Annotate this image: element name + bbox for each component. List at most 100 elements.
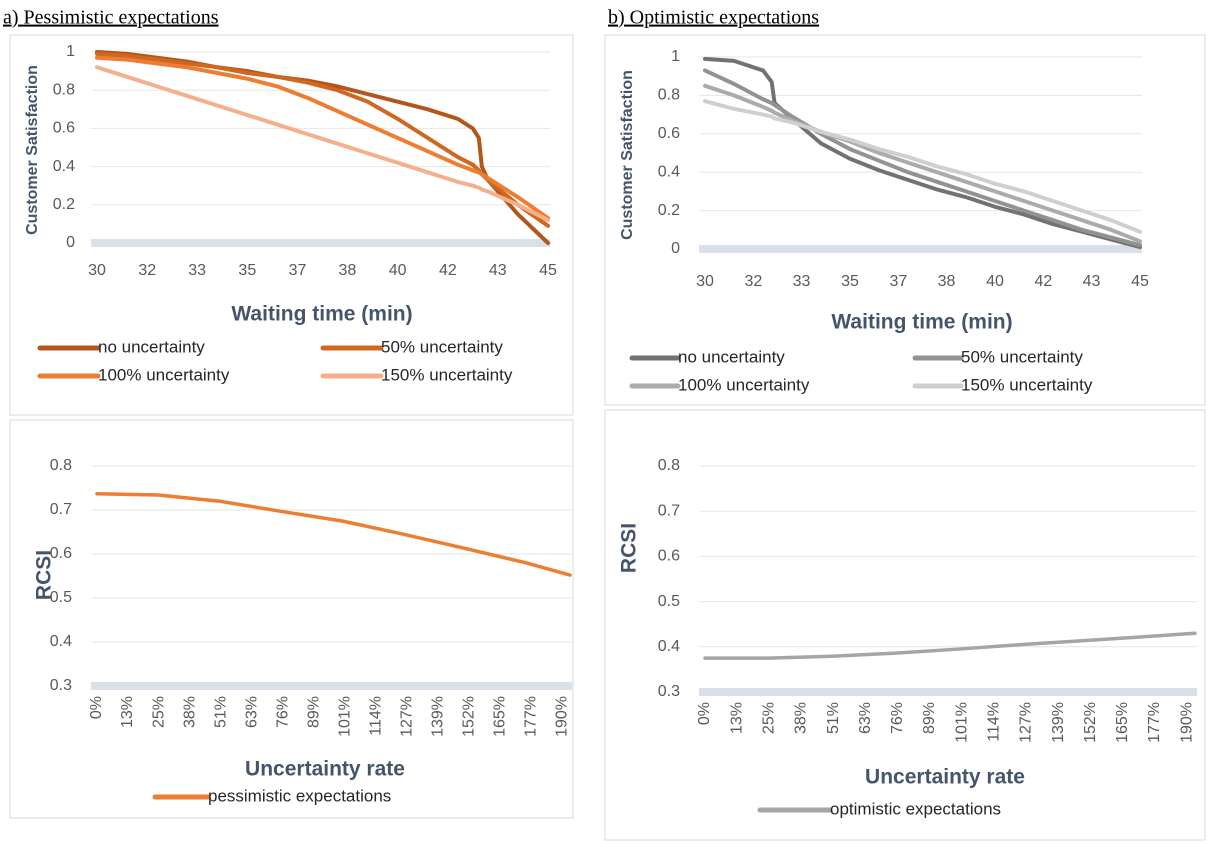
y-tick-label: 0.4 [53, 158, 75, 175]
x-tick-label: 38% [793, 702, 810, 734]
y-tick-label: 0.4 [658, 638, 680, 655]
y-tick-label: 0 [66, 234, 75, 251]
y-tick-label: 0.8 [658, 457, 680, 474]
x-tick-label: 37 [289, 262, 307, 279]
x-tick-label: 40 [986, 273, 1004, 290]
y-tick-label: 0 [671, 240, 680, 257]
legend-label: 50% uncertainty [961, 347, 1083, 366]
y-tick-label: 0.6 [658, 548, 680, 565]
series-line [95, 50, 550, 245]
y-tick-label: 0.4 [658, 163, 680, 180]
x-tick-label: 13% [728, 702, 745, 734]
x-tick-label: 177% [1146, 702, 1163, 743]
x-tick-label: 45 [1131, 273, 1149, 290]
y-tick-label: 0.8 [53, 81, 75, 98]
x-tick-label: 32 [745, 273, 763, 290]
x-tick-label: 0% [88, 696, 105, 719]
panel-frame [604, 409, 1206, 841]
y-axis-title: Customer Satisfaction [619, 70, 636, 240]
x-tick-label: 30 [88, 262, 106, 279]
y-tick-label: 0.7 [50, 501, 72, 518]
y-tick-label: 0.8 [50, 457, 72, 474]
legend-label: optimistic expectations [830, 799, 1001, 818]
x-axis-title: Uncertainty rate [865, 766, 1025, 789]
x-tick-label: 89% [305, 696, 322, 728]
x-tick-label: 13% [119, 696, 136, 728]
y-tick-label: 0.6 [658, 125, 680, 142]
legend-label: 150% uncertainty [381, 365, 513, 384]
x-tick-label: 76% [274, 696, 291, 728]
y-axis-title: RCSI [33, 550, 56, 600]
x-tick-label: 76% [889, 702, 906, 734]
y-tick-label: 1 [66, 43, 75, 60]
legend-label: pessimistic expectations [208, 786, 391, 805]
y-axis-title: Customer Satisfaction [24, 65, 41, 235]
x-axis-title: Uncertainty rate [245, 758, 405, 781]
x-tick-label: 30 [696, 273, 714, 290]
series-line [703, 68, 1142, 248]
y-tick-label: 0.5 [50, 589, 72, 606]
panel-frame [604, 34, 1206, 406]
series-line [95, 65, 550, 223]
x-tick-label: 190% [1178, 702, 1195, 743]
series-line [703, 56, 1142, 250]
x-tick-label: 32 [138, 262, 156, 279]
panel-title: a) Pessimistic expectations [3, 7, 219, 29]
x-tick-label: 127% [1018, 702, 1035, 743]
y-tick-label: 0.3 [658, 683, 680, 700]
x-tick-label: 38 [938, 273, 956, 290]
x-tick-label: 101% [336, 696, 353, 737]
x-tick-label: 114% [367, 696, 384, 736]
legend-label: no uncertainty [98, 337, 205, 356]
y-tick-label: 0.4 [50, 633, 72, 650]
x-tick-label: 89% [921, 702, 938, 734]
x-tick-label: 152% [1082, 702, 1099, 743]
y-tick-label: 0.7 [658, 502, 680, 519]
x-tick-label: 33 [793, 273, 811, 290]
y-tick-label: 0.5 [658, 593, 680, 610]
x-tick-label: 165% [1114, 702, 1131, 743]
series-line [703, 83, 1142, 244]
x-tick-label: 101% [953, 702, 970, 743]
x-tick-label: 33 [188, 262, 206, 279]
x-tick-label: 114% [985, 702, 1002, 742]
y-axis-title: RCSI [618, 523, 641, 573]
legend-label: 150% uncertainty [961, 375, 1093, 394]
x-axis-title: Waiting time (min) [831, 311, 1012, 334]
x-tick-label: 43 [1083, 273, 1101, 290]
x-tick-label: 139% [1050, 702, 1067, 743]
legend-label: 100% uncertainty [98, 365, 230, 384]
y-tick-label: 0.3 [50, 677, 72, 694]
x-tick-label: 63% [857, 702, 874, 734]
series-line [703, 99, 1142, 234]
x-tick-label: 139% [430, 696, 447, 737]
y-tick-label: 1 [671, 48, 680, 65]
x-tick-label: 127% [398, 696, 415, 737]
legend-label: no uncertainty [678, 347, 785, 366]
x-tick-label: 25% [761, 702, 778, 734]
x-tick-label: 177% [523, 696, 540, 737]
y-tick-label: 0.6 [53, 120, 75, 137]
x-tick-label: 43 [489, 262, 507, 279]
x-tick-label: 45 [539, 262, 557, 279]
x-tick-label: 40 [389, 262, 407, 279]
y-tick-label: 0.8 [658, 87, 680, 104]
legend-label: 100% uncertainty [678, 375, 810, 394]
panel-title: b) Optimistic expectations [608, 7, 819, 29]
x-tick-label: 0% [696, 702, 713, 725]
y-tick-label: 0.2 [53, 196, 75, 213]
x-tick-label: 35 [238, 262, 256, 279]
x-tick-label: 42 [1035, 273, 1053, 290]
x-tick-label: 38% [181, 696, 198, 728]
x-tick-label: 152% [461, 696, 478, 737]
y-tick-label: 0.2 [658, 202, 680, 219]
x-tick-label: 51% [212, 696, 229, 728]
x-tick-label: 38 [339, 262, 357, 279]
x-tick-label: 37 [890, 273, 908, 290]
x-tick-label: 25% [150, 696, 167, 728]
y-tick-label: 0.6 [50, 545, 72, 562]
panel-frame [9, 419, 574, 819]
x-tick-label: 35 [841, 273, 859, 290]
series-line [95, 55, 550, 221]
series-line [95, 491, 572, 577]
